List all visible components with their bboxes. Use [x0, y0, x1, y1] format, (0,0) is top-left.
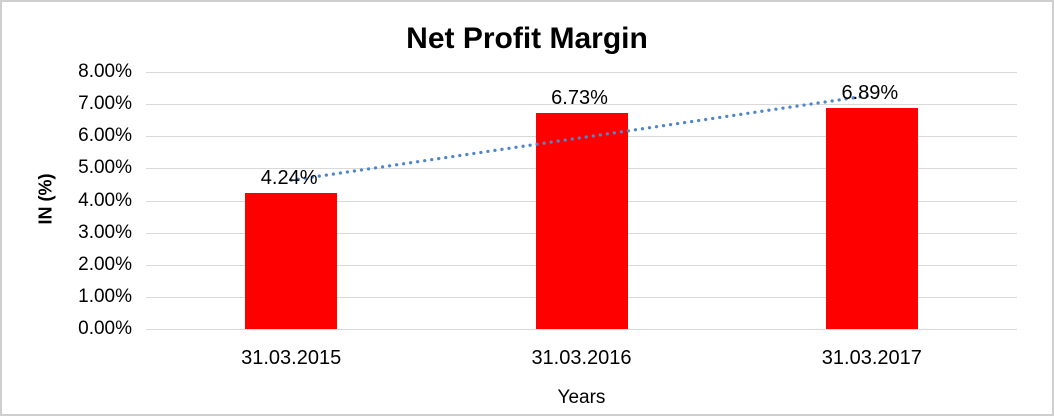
y-tick-label: 8.00% — [78, 61, 132, 82]
gridline — [146, 72, 1017, 73]
y-tick-label: 6.00% — [78, 125, 132, 147]
y-tick-label: 7.00% — [78, 93, 132, 115]
gridline — [146, 329, 1017, 330]
chart-title: Net Profit Margin — [406, 22, 648, 55]
bar-31.03.2016 — [535, 112, 628, 329]
bar-data-label: 6.73% — [551, 86, 608, 109]
x-category-label: 31.03.2015 — [241, 347, 342, 369]
bar-31.03.2015 — [245, 192, 338, 329]
y-tick-label: 2.00% — [78, 253, 132, 275]
y-tick-label: 3.00% — [78, 221, 132, 243]
x-axis-title: Years — [557, 387, 606, 408]
x-category-label: 31.03.2017 — [821, 347, 922, 369]
y-tick-label: 5.00% — [78, 157, 132, 179]
y-tick-label: 0.00% — [78, 318, 132, 339]
y-tick-label: 1.00% — [78, 285, 132, 307]
x-category-label: 31.03.2016 — [531, 347, 632, 369]
bar-31.03.2017 — [825, 107, 918, 329]
bar-data-label: 6.89% — [841, 81, 899, 104]
bar-data-label: 4.24% — [260, 166, 318, 189]
y-tick-label: 4.00% — [78, 189, 132, 211]
